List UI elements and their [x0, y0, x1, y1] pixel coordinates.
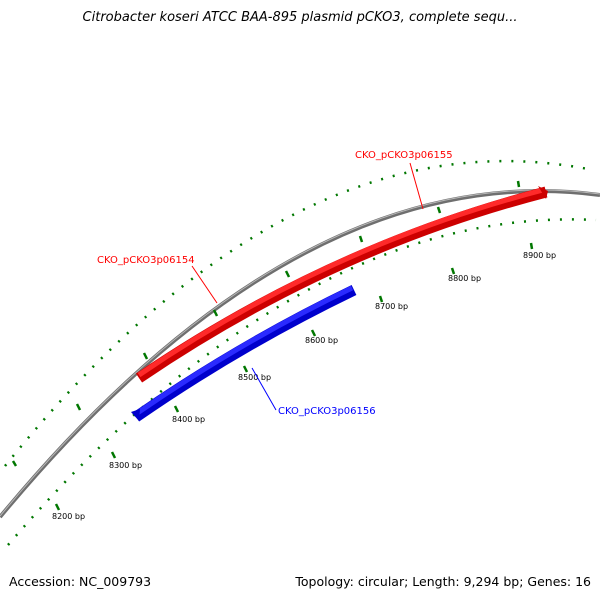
tick-label-8600: 8600 bp: [305, 336, 338, 345]
outer-tick-ring: [4, 159, 589, 467]
topology-summary: Topology: circular; Length: 9,294 bp; Ge…: [295, 574, 591, 589]
gene-arrow-head-minus: [131, 409, 140, 421]
plasmid-backbone-highlight: [0, 189, 600, 517]
tick-labels: 8200 bp 8300 bp 8400 bp 8500 bp 8600 bp 8700 …: [52, 251, 556, 521]
gene-bar-minus-strand-highlight: [134, 285, 354, 417]
inner-major-ticks: [54, 242, 534, 511]
leader-line-gene-3: [251, 367, 277, 411]
outer-major-ticks: [11, 180, 521, 467]
gene-labels: CKO_pCKO3p06154 CKO_pCKO3p06155 CKO_pCKO3p…: [97, 150, 453, 417]
leader-line-gene-2: [409, 162, 424, 210]
tick-label-8200: 8200 bp: [52, 512, 85, 521]
gene-label-CKO_pCKO3p06156[interactable]: CKO_pCKO3p06156: [278, 406, 376, 417]
inner-tick-ring: [7, 218, 597, 546]
gene-label-CKO_pCKO3p06154[interactable]: CKO_pCKO3p06154: [97, 255, 195, 266]
tick-label-8700: 8700 bp: [375, 302, 408, 311]
gene-arrow-head-plus: [538, 186, 548, 199]
tick-label-8400: 8400 bp: [172, 415, 205, 424]
gene-bar-plus-strand[interactable]: [135, 186, 548, 383]
gene-bar-minus-strand[interactable]: [132, 285, 357, 422]
plasmid-backbone: [0, 189, 600, 519]
tick-label-8900: 8900 bp: [523, 251, 556, 260]
gene-bar-plus-strand-highlight: [137, 187, 544, 378]
tick-label-8300: 8300 bp: [109, 461, 142, 470]
leader-line-gene-1: [191, 265, 218, 304]
accession-text: Accession: NC_009793: [9, 574, 152, 589]
gene-label-CKO_pCKO3p06155[interactable]: CKO_pCKO3p06155: [355, 150, 453, 161]
tick-label-8800: 8800 bp: [448, 274, 481, 283]
tick-label-8500: 8500 bp: [238, 373, 271, 382]
map-title: Citrobacter koseri ATCC BAA-895 plasmid …: [82, 10, 518, 25]
